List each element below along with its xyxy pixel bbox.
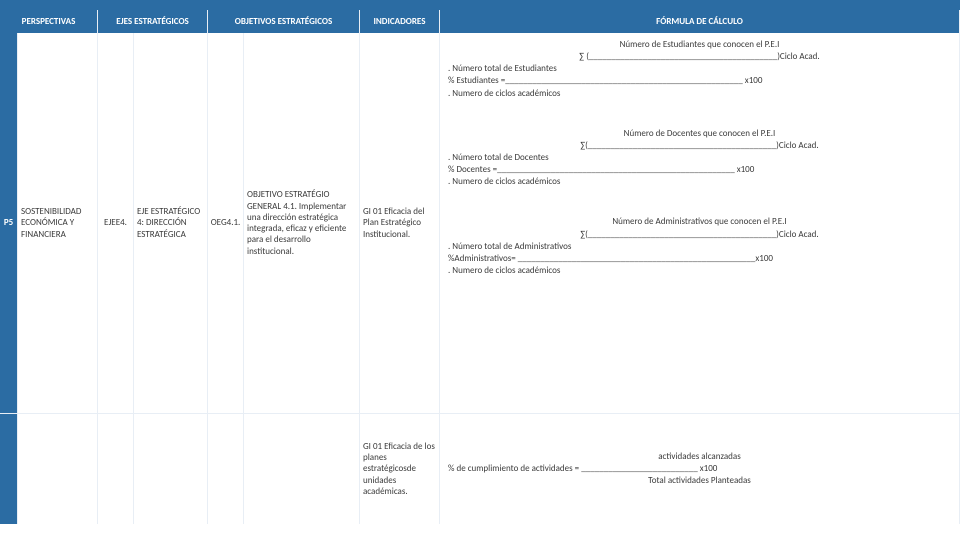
formula1-block1-l2: ∑ (_____________________________________… — [448, 51, 951, 63]
formula-cell-1: Número de Estudiantes que conocen el P.E… — [440, 33, 960, 413]
strategic-table: PERSPECTIVAS EJES ESTRATÉGICOS OBJETIVOS… — [0, 0, 960, 524]
formula1-block2-l1: Número de Docentes que conocen el P.E.I — [448, 128, 951, 140]
formula1-block3-l2: ∑(______________________________________… — [448, 229, 951, 241]
formula1-block3-l1: Número de Administrativos que conocen el… — [448, 216, 951, 228]
objetivo-code: OEG4.1. — [208, 33, 244, 413]
formula2-l3: Total actividades Planteadas — [448, 475, 951, 487]
formula1-block2-l3: . Número total de Docentes — [448, 152, 951, 164]
perspectiva-code: P5 — [0, 33, 18, 413]
obj-cont — [244, 414, 360, 524]
indicador-1: GI 01 Eficacia del Plan Estratégico Inst… — [360, 33, 440, 413]
col-header-perspectivas: PERSPECTIVAS — [0, 10, 98, 33]
formula1-block2-l4: % Docentes =____________________________… — [448, 164, 951, 176]
formula1-block2-l5: . Numero de ciclos académicos — [448, 176, 951, 188]
formula1-block1-l4: % Estudiantes =_________________________… — [448, 75, 951, 87]
indicador-2: GI 01 Eficacia de los planes estratégico… — [360, 414, 440, 524]
perspectiva-code-cont — [0, 414, 18, 524]
formula1-block3-l5: . Numero de ciclos académicos — [448, 265, 951, 277]
col-header-indicadores: INDICADORES — [360, 10, 440, 33]
formula2-l1: actividades alcanzadas — [448, 451, 951, 463]
formula1-block2-l2: ∑(______________________________________… — [448, 140, 951, 152]
formula1-block1-l5: . Numero de ciclos académicos — [448, 88, 951, 100]
formula1-block1-l3: . Número total de Estudiantes — [448, 63, 951, 75]
eje-code-cont — [98, 414, 134, 524]
formula2-l2: % de cumplimiento de actividades = _____… — [448, 463, 951, 475]
col-header-objetivos: OBJETIVOS ESTRATÉGICOS — [208, 10, 360, 33]
col-header-ejes: EJES ESTRATÉGICOS — [98, 10, 208, 33]
eje-code: EJEE4. — [98, 33, 134, 413]
obj-code-cont — [208, 414, 244, 524]
objetivo-text: OBJETIVO ESTRATÉGIO GENERAL 4.1. Impleme… — [244, 33, 360, 413]
perspectiva-text: SOSTENIBILIDAD ECONÓMICA Y FINANCIERA — [18, 33, 98, 413]
formula1-block1-l1: Número de Estudiantes que conocen el P.E… — [448, 39, 951, 51]
formula1-block3-l3: . Número total de Administrativos — [448, 241, 951, 253]
formula1-block3-l4: %Administrativos= ______________________… — [448, 253, 951, 265]
perspectiva-cont — [18, 414, 98, 524]
top-accent-bar — [0, 0, 960, 10]
formula-cell-2: actividades alcanzadas % de cumplimiento… — [440, 414, 960, 524]
col-header-formula: FÓRMULA DE CÁLCULO — [440, 10, 960, 33]
eje-cont — [134, 414, 208, 524]
eje-text: EJE ESTRATÉGICO 4: DIRECCIÓN ESTRATÉGICA — [134, 33, 208, 413]
